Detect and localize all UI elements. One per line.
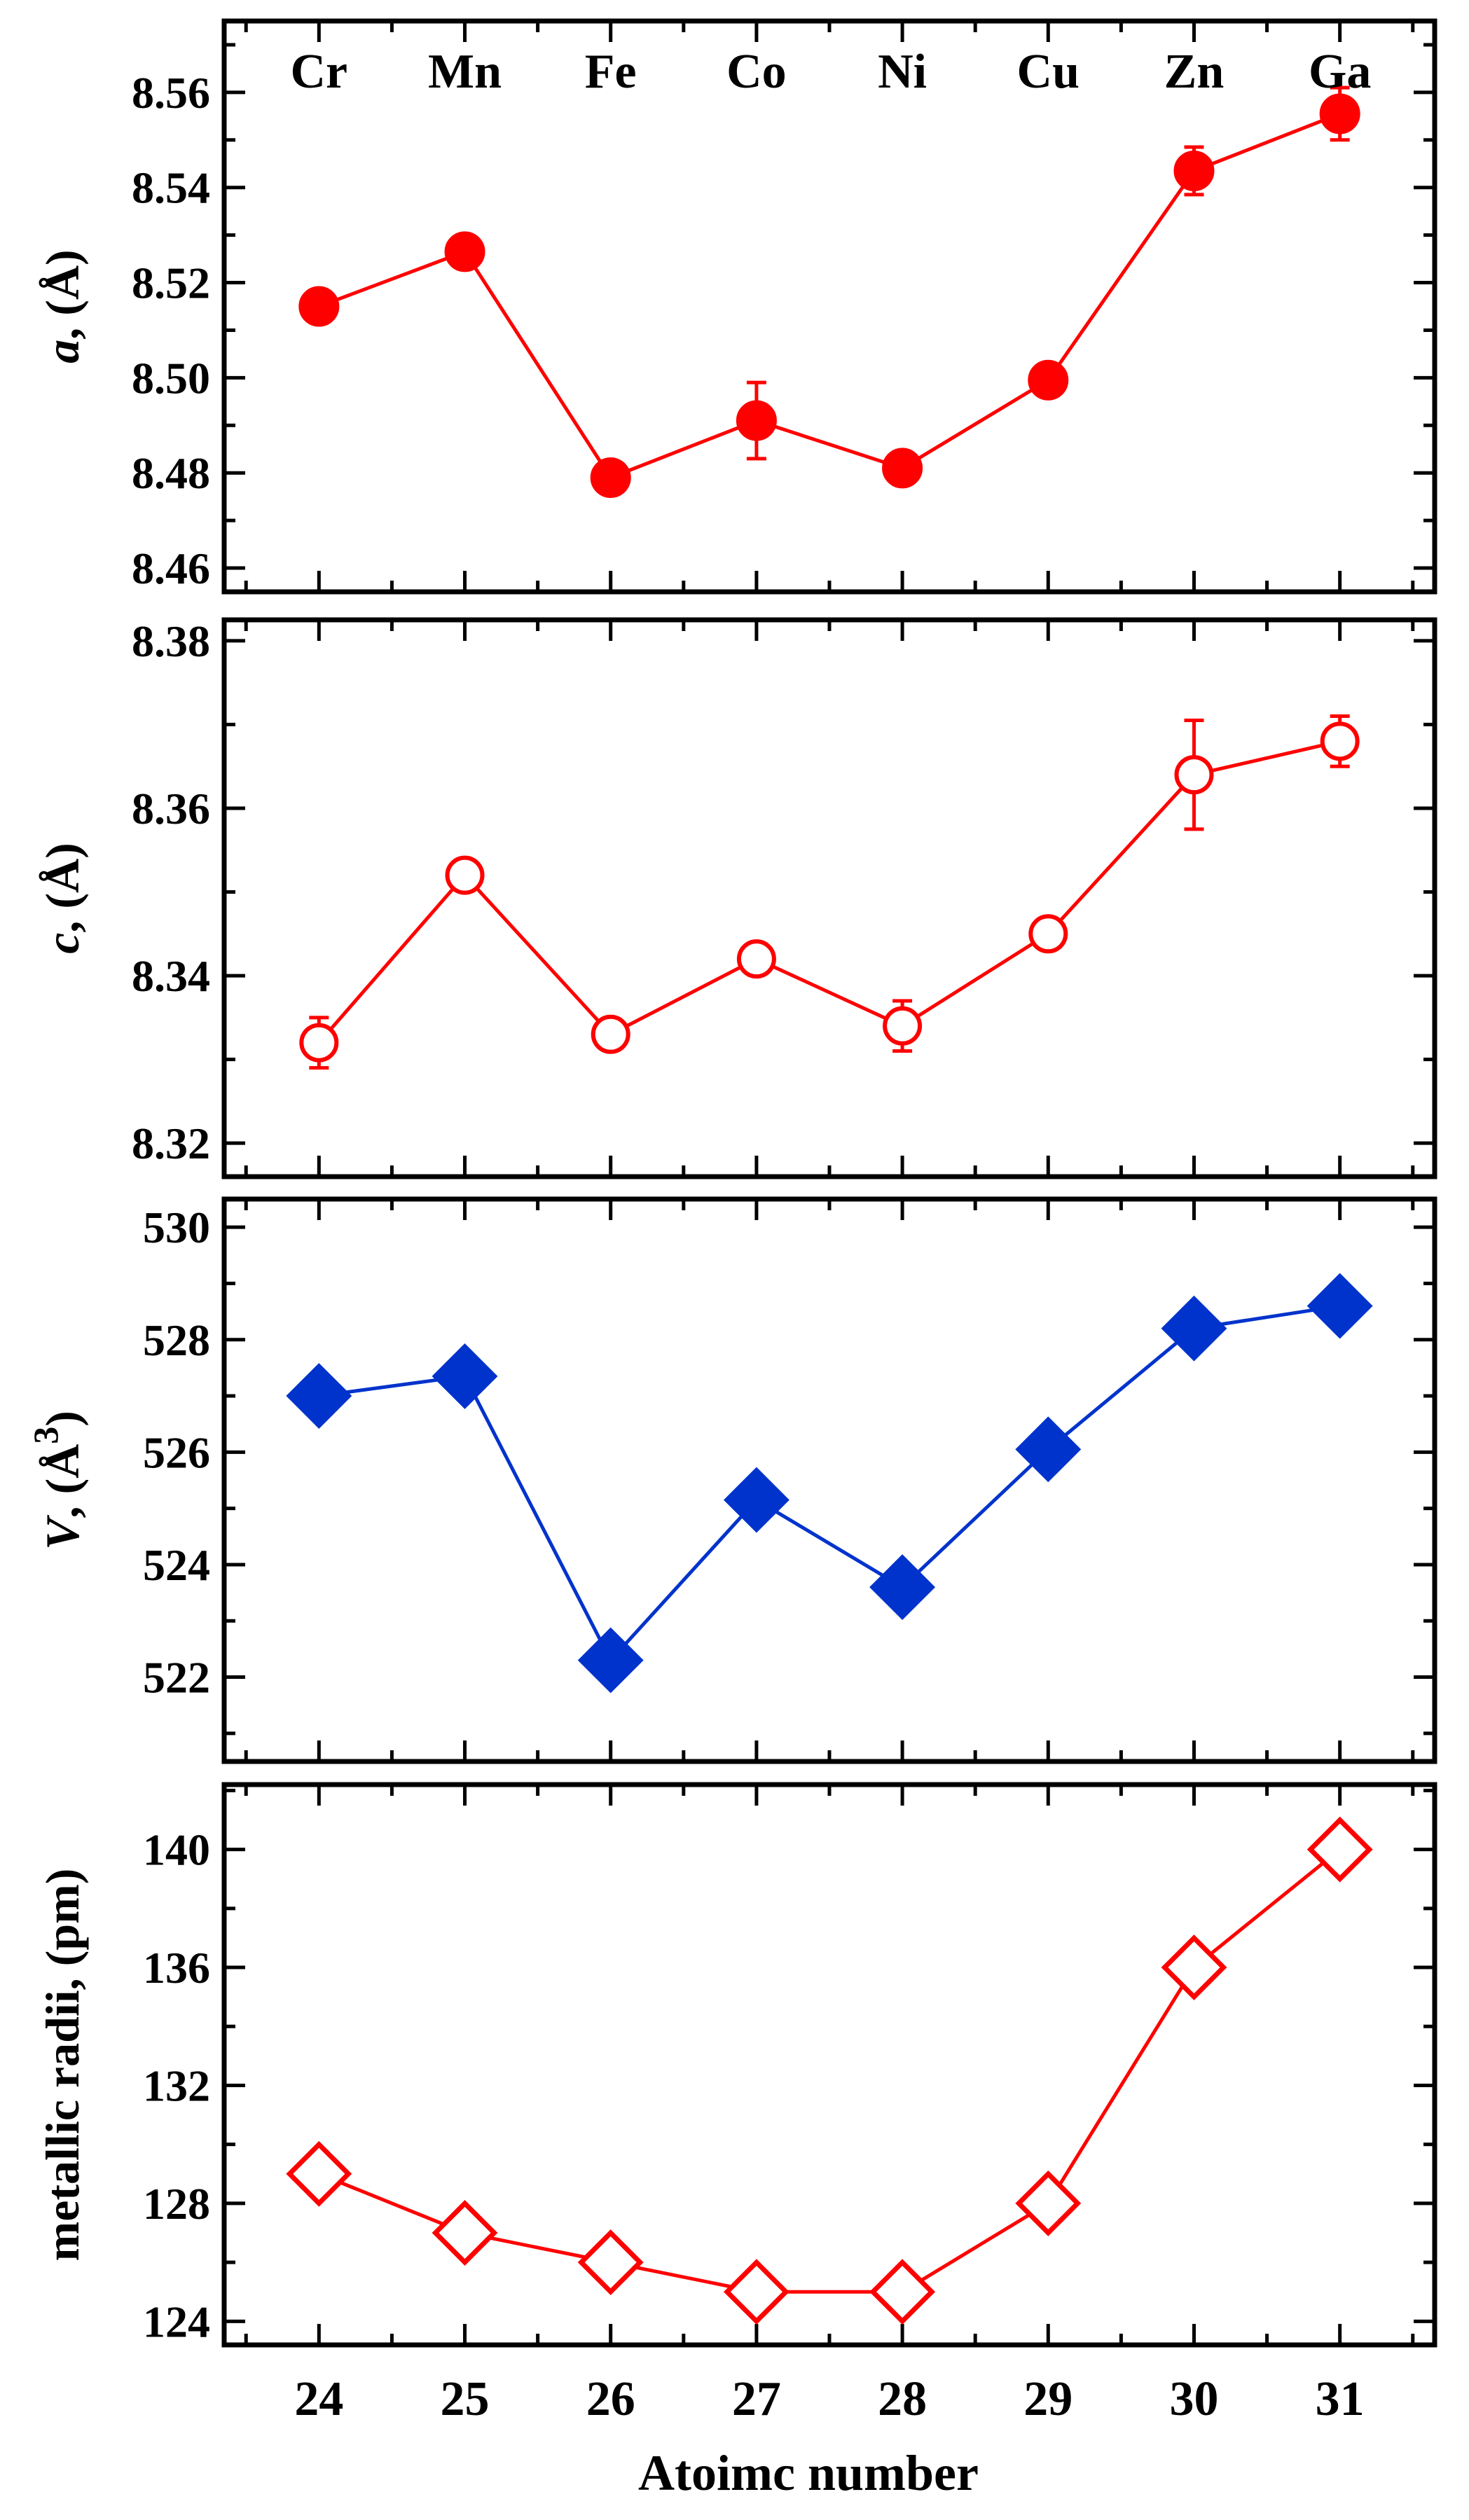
y-tick-label: 530 bbox=[143, 1203, 210, 1252]
x-tick-label: 25 bbox=[441, 2372, 490, 2426]
y-tick-label: 8.50 bbox=[132, 353, 210, 403]
data-point bbox=[883, 1006, 923, 1046]
data-point bbox=[1320, 721, 1360, 761]
y-tick-label: 8.38 bbox=[132, 616, 210, 666]
data-point bbox=[590, 457, 631, 498]
y-axis-label-symbol: c bbox=[36, 933, 89, 954]
panel-4: 124 128 132 136 140 metallic radii, (pm) 24 25 2… bbox=[36, 1782, 1437, 2426]
y-tick-label: 8.36 bbox=[132, 784, 210, 833]
element-label: Co bbox=[726, 45, 787, 99]
x-tick-label: 28 bbox=[878, 2372, 927, 2426]
data-point bbox=[591, 1014, 630, 1054]
series-1 bbox=[299, 714, 1360, 1070]
data-point bbox=[723, 2259, 789, 2325]
data-point bbox=[1319, 93, 1360, 134]
series-1 bbox=[286, 1273, 1373, 1694]
data-point bbox=[723, 1467, 789, 1533]
element-label: Mn bbox=[428, 45, 502, 99]
data-point bbox=[1173, 150, 1215, 191]
data-point bbox=[1161, 1295, 1227, 1362]
data-point bbox=[445, 855, 485, 895]
data-point bbox=[736, 400, 777, 441]
x-tick-label: 30 bbox=[1169, 2372, 1218, 2426]
data-point bbox=[1028, 914, 1068, 954]
data-point bbox=[869, 1554, 936, 1621]
data-point bbox=[1306, 1273, 1373, 1339]
element-label: Cu bbox=[1017, 45, 1080, 99]
data-point bbox=[286, 1363, 352, 1429]
y-tick-label: 140 bbox=[143, 1825, 210, 1875]
y-axis-label-symbol: V bbox=[36, 1515, 89, 1550]
element-label: Cr bbox=[291, 45, 348, 99]
y-axis-label-close: ) bbox=[36, 1411, 89, 1427]
y-axis-label: V, (Å3) bbox=[26, 1411, 89, 1550]
data-point bbox=[1174, 755, 1214, 795]
y-axis-label-symbol: a bbox=[36, 340, 89, 364]
y-axis-label-text: , (Å bbox=[36, 1444, 89, 1518]
y-axis-label: metallic radii, (pm) bbox=[36, 1869, 89, 2262]
series-line bbox=[318, 1304, 1341, 1663]
data-point bbox=[1306, 1816, 1373, 1883]
panel-1: 8.46 8.48 8.50 8.52 8.54 8.56 a, (Å) Cr Mn Fe Co Ni… bbox=[36, 18, 1437, 595]
y-tick-label: 8.34 bbox=[132, 951, 210, 1001]
data-point bbox=[577, 2229, 644, 2296]
y-tick-label: 8.54 bbox=[132, 163, 210, 213]
series-1 bbox=[286, 1816, 1373, 2325]
data-point bbox=[444, 231, 485, 272]
y-tick-label: 132 bbox=[143, 2061, 210, 2110]
y-axis-label-sup: 3 bbox=[26, 1427, 65, 1444]
plot-frame bbox=[221, 1782, 1437, 2348]
y-tick-label: 526 bbox=[143, 1427, 210, 1477]
y-tick-label: 8.46 bbox=[132, 544, 210, 593]
plot-frame bbox=[221, 18, 1437, 595]
y-axis-label: a, (Å) bbox=[36, 249, 89, 363]
y-axis-label-text: metallic radii, (pm) bbox=[36, 1869, 89, 2262]
data-point bbox=[1015, 2170, 1082, 2236]
plot-frame bbox=[221, 1196, 1437, 1764]
element-label: Ni bbox=[878, 45, 927, 99]
y-tick-label: 8.56 bbox=[132, 68, 210, 118]
panel-2: 8.32 8.34 8.36 8.38 c, (Å) bbox=[36, 616, 1437, 1179]
y-tick-label: 524 bbox=[143, 1540, 210, 1590]
data-point bbox=[298, 286, 340, 327]
data-point bbox=[432, 1343, 498, 1409]
y-tick-label: 136 bbox=[143, 1943, 210, 1993]
data-point bbox=[869, 2259, 936, 2325]
data-point bbox=[1161, 1934, 1227, 2001]
y-tick-label: 124 bbox=[143, 2297, 210, 2346]
element-label: Zn bbox=[1164, 45, 1225, 99]
y-tick-label: 528 bbox=[143, 1315, 210, 1365]
x-tick-label: 27 bbox=[732, 2372, 781, 2426]
y-tick-label: 128 bbox=[143, 2179, 210, 2229]
plot-frame bbox=[221, 617, 1437, 1179]
data-point bbox=[577, 1627, 644, 1694]
series-1 bbox=[298, 85, 1360, 498]
x-tick-label: 29 bbox=[1023, 2372, 1073, 2426]
x-tick-label: 26 bbox=[586, 2372, 635, 2426]
data-point bbox=[1015, 1416, 1082, 1483]
element-label: Ga bbox=[1309, 45, 1371, 99]
x-axis-label: Atoimc number bbox=[638, 2445, 979, 2501]
x-tick-label: 24 bbox=[294, 2372, 343, 2426]
x-tick-label: 31 bbox=[1316, 2372, 1365, 2426]
y-axis-label-text: , (Å) bbox=[36, 843, 89, 932]
data-point bbox=[1028, 359, 1069, 401]
panel-3: 522 524 526 528 530 V, (Å3) bbox=[26, 1196, 1437, 1764]
data-point bbox=[286, 2140, 352, 2207]
y-tick-label: 522 bbox=[143, 1653, 210, 1703]
y-tick-label: 8.32 bbox=[132, 1119, 210, 1168]
data-point bbox=[299, 1023, 339, 1062]
element-label: Fe bbox=[585, 45, 637, 99]
y-tick-label: 8.48 bbox=[132, 448, 210, 498]
series-line bbox=[317, 739, 1341, 1044]
data-point bbox=[736, 939, 776, 979]
data-point bbox=[882, 448, 923, 489]
y-tick-label: 8.52 bbox=[132, 258, 210, 308]
data-point bbox=[432, 2200, 498, 2266]
y-axis-label: c, (Å) bbox=[36, 843, 89, 954]
y-axis-label-text: , (Å) bbox=[36, 249, 89, 339]
series-line bbox=[318, 112, 1341, 480]
